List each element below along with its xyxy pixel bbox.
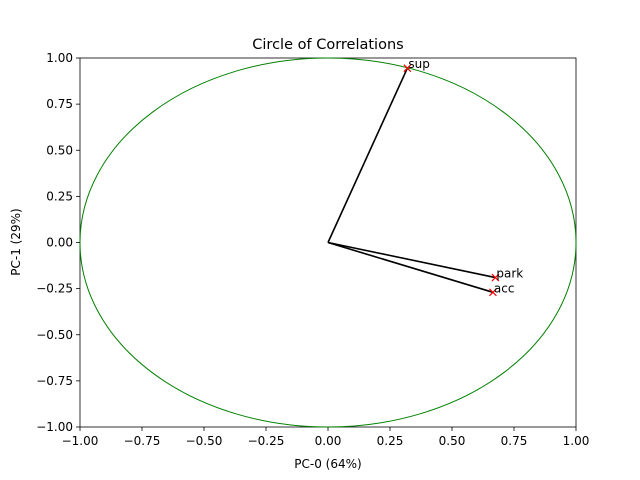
y-tick-label: 0.00 (46, 236, 73, 250)
y-axis-ticks: −1.00 −0.75 −0.50 −0.25 0.00 0.25 0.50 0.75 1.00 (36, 51, 80, 434)
x-axis-label: PC-0 (64%) (294, 457, 361, 471)
x-tick-label: 0.25 (377, 434, 404, 448)
y-axis-label: PC-1 (29%) (9, 208, 23, 275)
x-tick-label: −0.75 (124, 434, 161, 448)
x-tick-label: 0.00 (315, 434, 342, 448)
variable-acc: acc (327, 241, 515, 297)
loading-vector-acc (327, 241, 494, 294)
chart-title: Circle of Correlations (252, 37, 403, 53)
loading-vector-sup (327, 67, 409, 243)
marker-sup (403, 64, 412, 73)
y-tick-label: 0.75 (46, 97, 73, 111)
y-tick-label: −0.25 (36, 282, 73, 296)
variable-sup: sup (327, 57, 430, 243)
loading-vector-park (327, 241, 496, 279)
label-sup: sup (408, 57, 429, 71)
marker-acc (488, 288, 497, 297)
y-tick-label: 1.00 (46, 51, 73, 65)
marker-park (491, 273, 500, 282)
x-tick-label: 0.75 (501, 434, 528, 448)
x-tick-label: 0.50 (439, 434, 466, 448)
variable-park: park (327, 241, 523, 282)
label-acc: acc (494, 281, 515, 295)
x-axis-ticks: −1.00 −0.75 −0.50 −0.25 0.00 0.25 0.50 0.75 1.00 (62, 427, 590, 448)
y-tick-label: 0.50 (46, 143, 73, 157)
x-tick-label: −0.50 (186, 434, 223, 448)
y-tick-label: −1.00 (36, 420, 73, 434)
y-tick-label: −0.75 (36, 374, 73, 388)
y-tick-label: 0.25 (46, 189, 73, 203)
label-park: park (496, 267, 523, 281)
x-tick-label: 1.00 (563, 434, 590, 448)
x-tick-label: −0.25 (248, 434, 285, 448)
x-tick-label: −1.00 (62, 434, 99, 448)
y-tick-label: −0.50 (36, 328, 73, 342)
